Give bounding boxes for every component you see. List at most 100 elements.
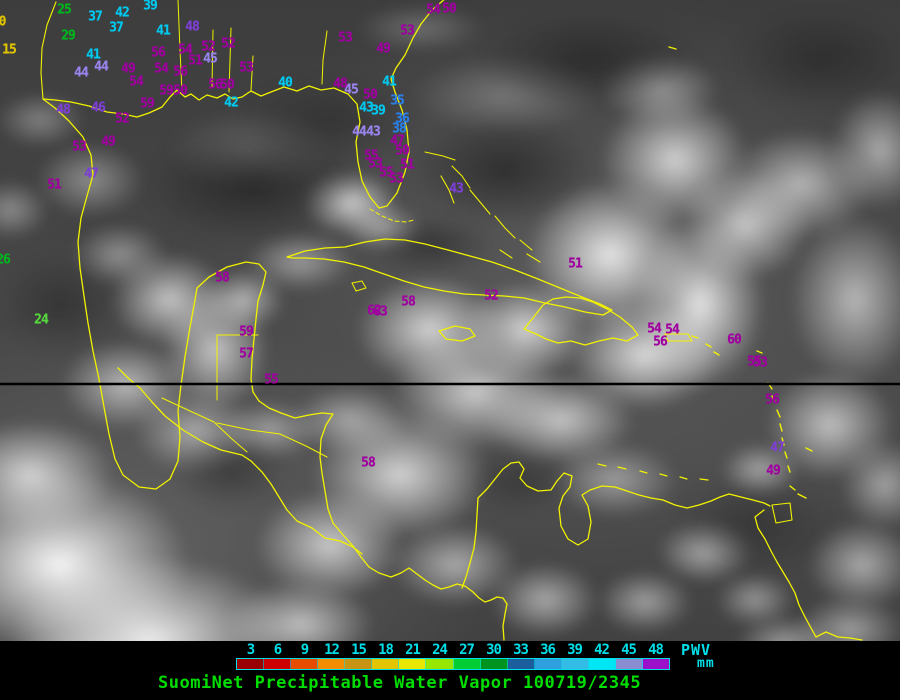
station-pwv-value: 50 [173, 83, 188, 99]
station-pwv-value: 51 [568, 256, 583, 272]
station-pwv-value: 41 [156, 23, 171, 39]
station-pwv-value: 43 [359, 100, 374, 116]
station-pwv-value: 55 [364, 148, 379, 164]
colorbar-tick-label: 30 [486, 642, 502, 658]
colorbar-segment [399, 659, 427, 669]
station-pwv-value: 42 [224, 95, 239, 111]
station-pwv-value: 58 [215, 270, 230, 286]
station-pwv-value: 55 [264, 372, 279, 388]
colorbar-unit-sublabel: mm [697, 656, 715, 671]
station-pwv-value: 39 [143, 0, 158, 14]
cloud-blob [290, 385, 410, 455]
colorbar-tick-label: 15 [351, 642, 367, 658]
station-pwv-value: 51 [400, 157, 415, 173]
station-pwv-value: 40 [278, 75, 293, 91]
station-pwv-value: 42 [115, 5, 130, 21]
station-pwv-value: 53 [753, 355, 768, 371]
station-pwv-value: 43 [366, 124, 381, 140]
station-pwv-value: 55 [379, 165, 394, 181]
cloud-shadow-blob [480, 10, 700, 110]
station-pwv-value: 54 [178, 42, 193, 58]
cloud-blob [600, 55, 720, 125]
colorbar-unit-label: PWV [681, 641, 712, 659]
station-pwv-value: 57 [239, 346, 254, 362]
cloud-shadow-blob [145, 125, 365, 245]
station-pwv-value: 53 [239, 60, 254, 76]
station-pwv-value: 25 [57, 2, 72, 18]
footer-band: 3 6 9 12 15 18 21 24 27 30 33 36 39 42 45 48 PWV mm Suo… [0, 641, 900, 700]
station-pwv-value: 47 [84, 166, 99, 182]
colorbar-tick-label: 27 [459, 642, 475, 658]
cloud-blob [720, 442, 800, 498]
colorbar-segment [507, 659, 535, 669]
station-pwv-value: 48 [185, 19, 200, 35]
colorbar-segment [345, 659, 373, 669]
station-pwv-value: 56 [151, 45, 166, 61]
station-pwv-value: 44 [352, 124, 367, 140]
station-pwv-value: 51 [47, 177, 62, 193]
station-pwv-value: 49 [376, 41, 391, 57]
cloud-blob [597, 570, 693, 634]
station-pwv-value: 53 [72, 139, 87, 155]
colorbar-tick-label: 21 [405, 642, 421, 658]
station-pwv-value: 56 [653, 334, 668, 350]
station-pwv-value: 55 [747, 354, 762, 370]
colorbar-segment [480, 659, 508, 669]
station-pwv-value: 52 [221, 36, 236, 52]
colorbar-segment [264, 659, 292, 669]
station-pwv-value: 53 [338, 30, 353, 46]
station-pwv-value: 52 [484, 288, 499, 304]
colorbar-tick-label: 33 [513, 642, 529, 658]
cloud-blob [657, 520, 753, 584]
station-pwv-value: 53 [368, 156, 383, 172]
station-pwv-value: 24 [34, 312, 49, 328]
cloud-blob [0, 630, 215, 641]
colorbar-segment [426, 659, 454, 669]
cloud-blob [490, 562, 600, 638]
station-pwv-value: 37 [88, 9, 103, 25]
colorbar-segment [453, 659, 481, 669]
station-pwv-value: 49 [121, 61, 136, 77]
station-pwv-value: 62 [367, 303, 382, 319]
colorbar-segment [318, 659, 346, 669]
station-pwv-value: 29 [61, 28, 76, 44]
cloud-shadow-blob [240, 75, 420, 165]
station-pwv-value: 53 [400, 23, 415, 39]
colorbar-segment [237, 659, 265, 669]
satellite-imagery [0, 0, 900, 641]
station-pwv-value: 15 [2, 42, 17, 58]
station-pwv-value: 49 [101, 134, 116, 150]
station-pwv-value: 41 [86, 47, 101, 63]
colorbar-tick-label: 18 [378, 642, 394, 658]
cloud-shadow-blob [730, 10, 900, 110]
colorbar-segment [615, 659, 643, 669]
colorbar-tick-label: 36 [540, 642, 556, 658]
station-pwv-value: 54 [665, 322, 680, 338]
colorbar-segment [642, 659, 669, 669]
station-pwv-value: 36 [395, 111, 410, 127]
station-pwv-value: 38 [392, 121, 407, 137]
station-pwv-value: 50 [220, 77, 235, 93]
colorbar [236, 658, 670, 670]
station-pwv-value: 59 [140, 96, 155, 112]
station-pwv-value: 48 [333, 76, 348, 92]
cloud-blob [72, 223, 168, 287]
station-pwv-value: 51 [188, 53, 203, 69]
station-pwv-value: 50 [363, 87, 378, 103]
station-pwv-value: 53 [389, 171, 404, 187]
coastline-overlay [40, 0, 863, 641]
colorbar-segment [372, 659, 400, 669]
station-pwv-value: 58 [401, 294, 416, 310]
cloud-shadow-blob [410, 115, 600, 225]
station-pwv-value: 63 [373, 304, 388, 320]
coastlines [40, 0, 863, 641]
station-pwv-value: 35 [390, 93, 405, 109]
colorbar-tick-label: 6 [273, 642, 282, 658]
cloud-blob [790, 215, 900, 385]
cloud-blob [220, 400, 320, 460]
station-pwv-value: 47 [770, 440, 785, 456]
station-pwv-value: 54 [154, 61, 169, 77]
station-pwv-value: 56 [765, 392, 780, 408]
colorbar-segment [588, 659, 616, 669]
station-pwv-value: 52 [201, 39, 216, 55]
